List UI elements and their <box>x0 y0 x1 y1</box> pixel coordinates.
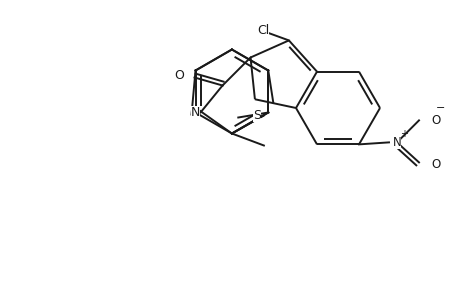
Text: Cl: Cl <box>256 24 269 37</box>
Text: S: S <box>252 109 260 122</box>
Text: +: + <box>399 129 407 140</box>
Text: O: O <box>430 158 439 171</box>
Text: N: N <box>190 106 200 119</box>
Text: O: O <box>174 69 184 82</box>
Text: −: − <box>436 103 445 113</box>
Text: O: O <box>430 114 439 127</box>
Text: N: N <box>392 136 401 149</box>
